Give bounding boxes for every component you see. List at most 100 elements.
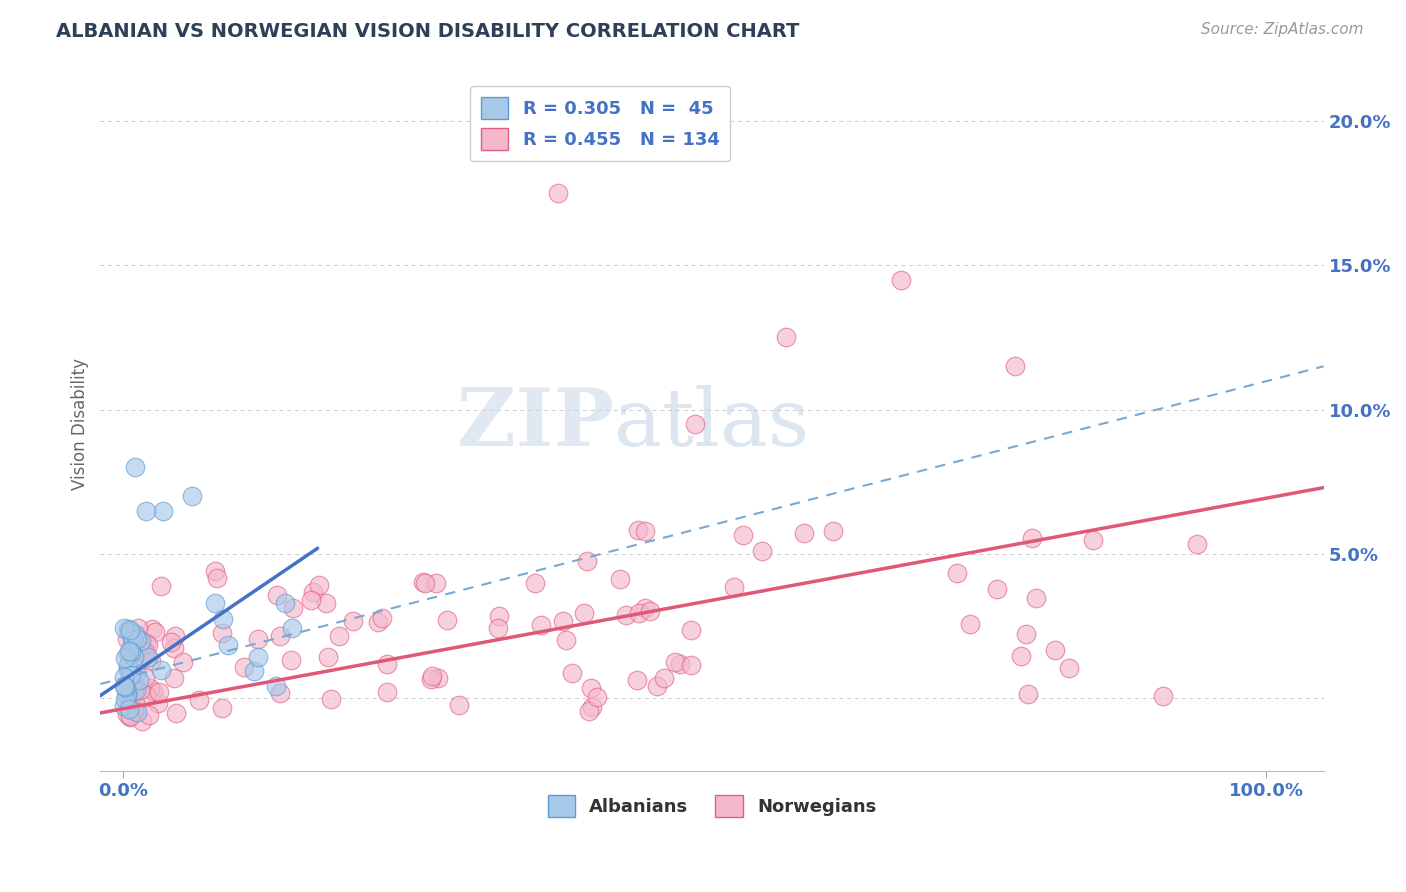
Point xyxy=(1185,537,1208,551)
Point xyxy=(627,606,650,620)
Point xyxy=(555,633,578,648)
Point xyxy=(645,679,668,693)
Point xyxy=(117,622,139,636)
Point xyxy=(117,660,139,674)
Point xyxy=(233,659,256,673)
Point xyxy=(112,699,135,714)
Point xyxy=(371,610,394,624)
Point xyxy=(150,579,173,593)
Point xyxy=(449,698,471,713)
Point xyxy=(121,641,143,656)
Point xyxy=(204,596,226,610)
Point xyxy=(143,625,166,640)
Text: ALBANIAN VS NORWEGIAN VISION DISABILITY CORRELATION CHART: ALBANIAN VS NORWEGIAN VISION DISABILITY … xyxy=(56,22,800,41)
Point xyxy=(299,593,322,607)
Point xyxy=(419,672,441,686)
Point xyxy=(793,526,815,541)
Point xyxy=(166,706,188,720)
Point xyxy=(125,632,148,647)
Point xyxy=(135,635,157,649)
Point xyxy=(634,524,657,538)
Point xyxy=(204,564,226,578)
Point xyxy=(129,633,152,648)
Point xyxy=(117,688,139,702)
Point xyxy=(269,686,291,700)
Point xyxy=(132,645,155,659)
Point xyxy=(117,647,139,661)
Point xyxy=(172,655,194,669)
Point xyxy=(124,460,146,475)
Point xyxy=(581,700,603,714)
Text: ZIP: ZIP xyxy=(457,385,614,463)
Point xyxy=(146,696,169,710)
Point xyxy=(212,612,235,626)
Point xyxy=(187,693,209,707)
Point xyxy=(127,705,149,719)
Point xyxy=(128,637,150,651)
Point xyxy=(436,613,458,627)
Point xyxy=(142,683,165,698)
Point xyxy=(683,417,706,431)
Point xyxy=(117,658,139,673)
Point xyxy=(124,657,146,672)
Point xyxy=(152,504,174,518)
Point xyxy=(281,621,304,635)
Point xyxy=(114,681,136,695)
Point xyxy=(1081,533,1104,547)
Point xyxy=(124,650,146,665)
Point xyxy=(328,629,350,643)
Point xyxy=(627,523,650,537)
Point xyxy=(120,708,142,723)
Point xyxy=(127,620,149,634)
Point xyxy=(117,684,139,698)
Point xyxy=(946,566,969,581)
Point xyxy=(626,673,648,688)
Point xyxy=(136,650,159,665)
Point xyxy=(614,608,637,623)
Point xyxy=(1010,649,1032,664)
Point xyxy=(115,688,138,702)
Point xyxy=(165,629,187,643)
Point xyxy=(1017,687,1039,701)
Point xyxy=(273,597,295,611)
Point xyxy=(412,574,434,589)
Point xyxy=(413,576,436,591)
Point xyxy=(723,580,745,594)
Legend: Albanians, Norwegians: Albanians, Norwegians xyxy=(540,788,883,824)
Point xyxy=(524,575,547,590)
Point xyxy=(553,615,575,629)
Point xyxy=(308,578,330,592)
Point xyxy=(129,683,152,698)
Point xyxy=(117,663,139,677)
Point xyxy=(486,621,509,635)
Point xyxy=(488,608,510,623)
Point xyxy=(127,640,149,655)
Point xyxy=(1015,627,1038,641)
Point xyxy=(118,623,141,637)
Point xyxy=(139,654,162,668)
Point xyxy=(679,657,702,672)
Point xyxy=(986,582,1008,596)
Point xyxy=(118,710,141,724)
Point xyxy=(1004,359,1026,374)
Point xyxy=(125,665,148,680)
Point xyxy=(122,633,145,648)
Point xyxy=(572,606,595,620)
Point xyxy=(266,679,288,693)
Point xyxy=(120,645,142,659)
Point xyxy=(775,330,797,344)
Point xyxy=(124,696,146,710)
Point xyxy=(118,624,141,639)
Point xyxy=(138,707,160,722)
Point xyxy=(668,657,690,671)
Point xyxy=(281,601,304,615)
Point xyxy=(121,636,143,650)
Point xyxy=(367,615,389,629)
Point xyxy=(149,663,172,677)
Point xyxy=(160,635,183,649)
Point xyxy=(269,628,291,642)
Point xyxy=(561,665,583,680)
Text: atlas: atlas xyxy=(614,385,810,463)
Point xyxy=(266,588,288,602)
Point xyxy=(280,653,302,667)
